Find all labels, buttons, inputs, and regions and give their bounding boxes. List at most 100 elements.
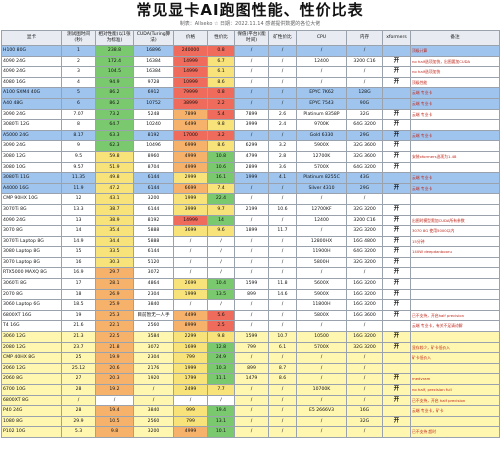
table-cell: 1920 (133, 373, 174, 385)
table-row: CMP 90HX 10G 12 43.1 3200 1999 22.4// / / (1, 193, 500, 205)
table-cell (382, 97, 411, 110)
table-cell: 64G 3200 (346, 161, 383, 174)
table-cell: 9.6 (207, 225, 235, 237)
page-title: 常见显卡AI跑图性能、性价比表 (136, 1, 364, 19)
table-cell: 33.5 (95, 246, 134, 258)
table-cell: 43G (346, 172, 383, 184)
table-row: RTX5000 MAXQ 8G 16.9 29.7 3072// / / / / 开 (1, 267, 500, 280)
table-cell: / (268, 415, 297, 428)
table-cell: 6499 (173, 119, 208, 131)
table-row: 6700 10G 28 19.2/2499 7.7//10700K / 开 no half,… (1, 384, 500, 396)
table-cell: 开 (382, 288, 411, 301)
table-cell: 目前暂无一人手 (133, 309, 174, 322)
table-cell: 10.7 (268, 331, 297, 343)
table-cell: 8192 (133, 129, 174, 142)
table-cell: / (234, 256, 269, 269)
table-cell: 云端 专业卡 (410, 182, 500, 195)
table-cell: 19.4 (207, 405, 235, 417)
table-cell: 11.7 (268, 225, 297, 237)
table-cell: 2999 (173, 172, 208, 184)
table-cell: A4000 16G (1, 182, 62, 195)
table-cell: 3200 C16 (346, 214, 383, 227)
table-cell: 6699 (173, 182, 208, 195)
table-cell: / (234, 320, 269, 333)
table-cell: / (173, 299, 208, 311)
table-cell: 3070Ti Laptop 8G (1, 235, 62, 248)
table-cell: / (234, 426, 269, 438)
table-cell: 2.5 (207, 320, 235, 333)
table-cell: CMP 40HX 8G (1, 352, 62, 364)
table-cell: 3072 (133, 341, 174, 354)
table-cell: / (268, 235, 297, 248)
table-cell: 3840 (133, 299, 174, 311)
table-cell: 6144 (133, 246, 174, 258)
table-cell: 5800H (296, 256, 347, 269)
table-cell: 9728 (133, 76, 174, 89)
table-cell: 5888 (133, 235, 174, 248)
table-cell: 21.8 (95, 341, 134, 354)
table-cell: / (296, 76, 347, 89)
table-cell: 43.1 (95, 193, 134, 205)
table-cell: 18.5 (61, 299, 96, 311)
table-cell: 1999 (173, 362, 208, 375)
table-cell: 16G 3200 (346, 288, 383, 301)
table-cell (382, 426, 411, 438)
table-cell: 14999 (173, 66, 208, 78)
table-row: 3070Ti Laptop 8G 14.9 34.4 5888// //12800HX 1… (1, 235, 500, 248)
table-cell: / (133, 394, 174, 407)
table-cell: 32G 3200 (346, 225, 383, 237)
table-cell: 799 (173, 352, 208, 364)
table-cell: 64G 3200 (346, 246, 383, 258)
table-cell: 8.6 (207, 140, 235, 152)
table-cell: 3080 10G (1, 161, 62, 174)
table-cell: 8999 (173, 320, 208, 333)
table-cell: 86.2 (95, 97, 134, 110)
table-cell: 6800XT 16G (1, 309, 62, 322)
table-cell: 云端 专业卡，有关不足请谅解 (410, 320, 500, 333)
table-cell: / (268, 55, 297, 68)
table-row: 3080Ti 12G 8 64.7 10240 6499 9.8 3999 2.4 9700K 6… (1, 119, 500, 131)
table-cell: 8192 (133, 214, 174, 227)
table-cell: 28 (61, 384, 96, 396)
table-cell: 10999 (173, 76, 208, 89)
table-cell: 16896 (133, 45, 174, 57)
table-row: 3070Ti 8G 13.3 38.7 6144 3999 9.7 2199 10.6 1270… (1, 203, 500, 216)
table-cell: 22.1 (95, 320, 134, 333)
table-cell: / (173, 246, 208, 258)
table-cell: 9.7 (207, 203, 235, 216)
table-cell: A40 48G (1, 97, 62, 110)
table-cell: / (268, 384, 297, 396)
table-row: 4090 24G 13 38.9 8192 14999 14//12400 3200 C16… (1, 214, 500, 227)
table-row: 2070 8G 18 26.9 2304 1999 13.5 899 14.6 5900X 16G… (1, 288, 500, 301)
table-cell: / (346, 320, 383, 333)
table-cell: 10240 (133, 119, 174, 131)
table-cell: RTX5000 MAXQ 8G (1, 267, 62, 280)
table-cell: / (296, 394, 347, 407)
table-cell: 2560 (133, 320, 174, 333)
table-cell: 51.9 (95, 161, 134, 174)
table-cell: 已不支持 超时 (410, 426, 500, 438)
table-cell: / (268, 193, 297, 205)
header-row: 显卡 测试图时间(秒) 相对性能(以1张为标准) CUDA(Turing算法) 价格 性价… (1, 30, 500, 46)
table-cell: 5900X (296, 140, 347, 152)
table-cell: 29.7 (95, 267, 134, 280)
table-cell (410, 331, 500, 343)
table-cell: 15 (61, 246, 96, 258)
table-cell: / (268, 66, 297, 78)
table-cell: EPYC 7K62 (296, 87, 347, 99)
table-cell: 3999 (173, 203, 208, 216)
table-cell: 29G (346, 182, 383, 195)
table-cell: 25.9 (95, 299, 134, 311)
table-cell: 5.3 (61, 426, 96, 438)
table-cell: 开 (382, 203, 411, 216)
table-cell: 3070 Laptop 8G (1, 256, 62, 269)
table-cell: 1899 (234, 225, 269, 237)
table-cell: / (268, 320, 297, 333)
table-cell: / (268, 256, 297, 269)
table-cell: 16G 4800 (346, 235, 383, 248)
table-cell (410, 267, 500, 280)
table-cell: / (173, 394, 208, 407)
table-cell: 22.4 (207, 193, 235, 205)
table-header: 显卡 测试图时间(秒) 相对性能(以1张为标准) CUDA(Turing算法) 价格 性价… (1, 30, 500, 46)
